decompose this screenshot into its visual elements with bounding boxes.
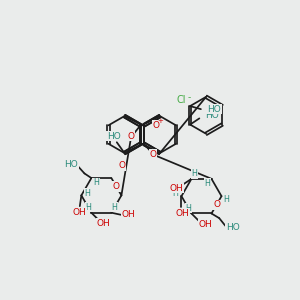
Text: HO: HO	[107, 132, 121, 141]
Text: H: H	[112, 203, 117, 212]
Text: OH: OH	[169, 184, 183, 193]
Text: OH: OH	[73, 208, 87, 217]
Text: H: H	[205, 179, 211, 188]
Text: H: H	[93, 178, 99, 187]
Text: OH: OH	[176, 208, 189, 217]
Text: -: -	[188, 93, 191, 102]
Text: H: H	[172, 189, 178, 198]
Text: OH: OH	[122, 210, 135, 219]
Text: H: H	[223, 195, 229, 204]
Text: OH: OH	[97, 219, 111, 228]
Text: O: O	[213, 200, 220, 209]
Text: O: O	[150, 150, 157, 159]
Text: +: +	[158, 118, 164, 124]
Text: O: O	[113, 182, 120, 191]
Text: O: O	[118, 161, 125, 170]
Text: Cl: Cl	[177, 95, 186, 105]
Text: HO: HO	[226, 223, 240, 232]
Text: H: H	[185, 204, 191, 213]
Text: HO: HO	[206, 111, 219, 120]
Text: H: H	[85, 189, 91, 198]
Text: O: O	[153, 121, 160, 130]
Text: H: H	[85, 203, 91, 212]
Text: HO: HO	[207, 105, 221, 114]
Text: O: O	[128, 132, 135, 141]
Text: OH: OH	[199, 220, 212, 229]
Text: HO: HO	[64, 160, 78, 169]
Text: H: H	[192, 169, 197, 178]
